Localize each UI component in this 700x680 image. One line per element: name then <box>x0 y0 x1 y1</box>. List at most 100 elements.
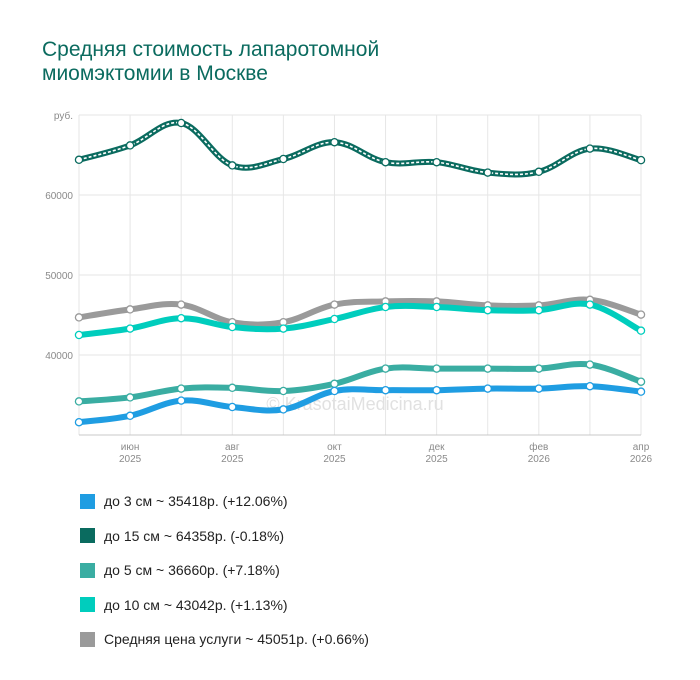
legend-swatch <box>80 597 95 613</box>
x-tick-month: апр <box>633 442 650 453</box>
data-point <box>279 324 288 333</box>
data-point <box>74 397 84 406</box>
series-line <box>76 119 644 178</box>
legend-item-average[interactable]: Средняя цена услуги ~ 45051р. (+0.66%) <box>80 622 369 657</box>
axis-layer: 400005000060000руб.июн2025авг2025окт2025… <box>45 110 652 465</box>
data-point <box>381 157 390 167</box>
data-point <box>74 313 84 322</box>
data-point <box>636 310 646 319</box>
series-line <box>76 361 644 405</box>
chart-title-line-2: миомэктомии в Москве <box>42 62 268 85</box>
data-point <box>125 393 135 402</box>
x-tick-month: июн <box>121 442 140 453</box>
x-tick-year: 2025 <box>119 454 142 465</box>
legend-item-5cm[interactable]: до 5 см ~ 36660р. (+7.18%) <box>80 553 369 588</box>
data-point <box>585 360 595 369</box>
data-point <box>330 137 339 147</box>
series-layer <box>74 118 646 427</box>
x-tick-year: 2026 <box>630 454 653 465</box>
legend-swatch <box>80 562 95 578</box>
data-point <box>534 305 544 315</box>
x-tick-month: окт <box>327 442 342 453</box>
data-point <box>534 167 544 177</box>
x-tick-month: дек <box>429 442 445 453</box>
data-point <box>432 157 441 167</box>
x-tick-month: авг <box>225 442 240 453</box>
chart-title-line-1: Средняя стоимость лапаротомной <box>42 38 380 61</box>
data-point <box>125 411 135 421</box>
data-point <box>432 364 441 373</box>
y-tick-label: 60000 <box>45 191 73 202</box>
data-point <box>74 155 84 165</box>
data-point <box>636 326 646 335</box>
data-point <box>636 155 646 165</box>
y-tick-label: 50000 <box>45 271 73 282</box>
series-до 10 см <box>74 300 646 340</box>
data-point <box>330 379 339 389</box>
legend-item-15cm[interactable]: до 15 см ~ 64358р. (-0.18%) <box>80 519 369 554</box>
data-point <box>279 386 288 396</box>
data-point <box>176 313 186 323</box>
data-point <box>585 381 595 391</box>
data-point <box>483 168 492 177</box>
data-point <box>483 384 492 393</box>
data-point <box>279 154 288 164</box>
series-line <box>76 296 644 328</box>
data-point <box>483 305 492 315</box>
data-point <box>483 364 492 373</box>
series-line <box>76 300 644 338</box>
data-point <box>432 302 441 312</box>
legend-swatch <box>80 528 95 544</box>
legend-swatch <box>80 493 95 509</box>
data-point <box>330 386 339 396</box>
legend-label: Средняя цена услуги ~ 45051р. (+0.66%) <box>104 631 369 648</box>
legend-label: до 10 см ~ 43042р. (+1.13%) <box>104 596 288 613</box>
data-point <box>636 377 646 386</box>
y-tick-label: 40000 <box>45 351 73 362</box>
data-point <box>330 314 339 324</box>
data-point <box>228 161 237 170</box>
series-line <box>76 383 644 426</box>
legend-item-10cm[interactable]: до 10 см ~ 43042р. (+1.13%) <box>80 588 369 623</box>
data-point <box>381 385 390 395</box>
series-до 15 см <box>74 118 646 178</box>
data-point <box>176 300 186 309</box>
series-до 5 см <box>74 360 646 406</box>
legend-item-3cm[interactable]: до 3 см ~ 35418р. (+12.06%) <box>80 484 369 519</box>
data-point <box>534 384 544 393</box>
y-axis-unit: руб. <box>54 110 73 122</box>
x-tick-month: фев <box>529 441 548 453</box>
data-point <box>330 300 339 309</box>
data-point <box>585 144 595 153</box>
data-point <box>74 417 84 427</box>
data-point <box>381 364 390 373</box>
legend-swatch <box>80 631 95 647</box>
line-chart: © KrasotaiMedicina.ru 400005000060000руб… <box>45 110 652 465</box>
data-point <box>381 302 390 312</box>
data-point <box>74 330 84 340</box>
x-tick-year: 2025 <box>221 454 244 465</box>
x-tick-year: 2025 <box>426 454 449 465</box>
legend-label: до 5 см ~ 36660р. (+7.18%) <box>104 562 280 579</box>
data-point <box>585 300 595 309</box>
legend-label: до 15 см ~ 64358р. (-0.18%) <box>104 527 285 544</box>
data-point <box>125 305 135 314</box>
chart-title: Средняя стоимость лапаротомной миомэктом… <box>42 38 379 86</box>
data-point <box>176 118 186 128</box>
data-point <box>176 396 186 405</box>
data-point <box>125 141 135 150</box>
x-tick-year: 2026 <box>528 454 551 465</box>
data-point <box>228 402 237 412</box>
data-point <box>228 322 237 332</box>
data-point <box>534 364 544 373</box>
data-point <box>176 384 186 393</box>
data-point <box>279 405 288 414</box>
series-до 3 см <box>74 381 646 427</box>
data-point <box>228 383 237 393</box>
x-tick-year: 2025 <box>323 454 346 465</box>
legend-label: до 3 см ~ 35418р. (+12.06%) <box>104 493 288 510</box>
legend: до 3 см ~ 35418р. (+12.06%) до 15 см ~ 6… <box>80 484 369 657</box>
data-point <box>432 385 441 395</box>
data-point <box>636 387 646 396</box>
data-point <box>125 324 135 333</box>
